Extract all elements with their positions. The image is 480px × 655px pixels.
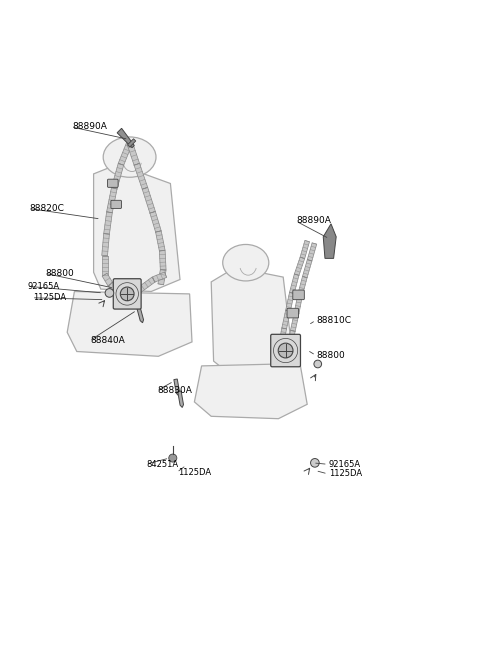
Polygon shape (302, 259, 312, 278)
Polygon shape (286, 292, 294, 311)
Ellipse shape (103, 137, 156, 178)
Polygon shape (128, 139, 136, 147)
Text: 92165A: 92165A (28, 282, 60, 291)
Polygon shape (127, 141, 140, 165)
Polygon shape (153, 272, 167, 282)
Polygon shape (94, 164, 180, 291)
Polygon shape (278, 328, 287, 347)
Text: 88810C: 88810C (317, 316, 352, 325)
Polygon shape (307, 243, 317, 261)
Polygon shape (287, 330, 295, 350)
Polygon shape (282, 310, 290, 329)
Polygon shape (102, 255, 108, 274)
Circle shape (278, 343, 293, 358)
FancyBboxPatch shape (271, 334, 300, 367)
Polygon shape (111, 164, 124, 189)
Polygon shape (137, 307, 144, 323)
Polygon shape (150, 212, 161, 233)
Polygon shape (289, 274, 299, 293)
Text: 88840A: 88840A (90, 337, 125, 345)
Polygon shape (118, 289, 128, 297)
FancyBboxPatch shape (293, 290, 304, 299)
Polygon shape (174, 379, 180, 396)
Polygon shape (102, 273, 113, 286)
Text: 88820C: 88820C (30, 204, 65, 213)
Polygon shape (67, 291, 192, 356)
Polygon shape (194, 364, 307, 419)
Polygon shape (300, 240, 310, 259)
FancyBboxPatch shape (287, 309, 299, 318)
Text: 1125DA: 1125DA (329, 470, 362, 478)
Polygon shape (142, 187, 156, 213)
Polygon shape (323, 224, 336, 258)
Polygon shape (298, 276, 307, 296)
Text: 84251A: 84251A (146, 460, 179, 469)
Text: 88890A: 88890A (297, 216, 332, 225)
Polygon shape (104, 212, 112, 234)
FancyBboxPatch shape (111, 200, 121, 208)
Ellipse shape (223, 244, 269, 281)
Polygon shape (102, 234, 109, 255)
Circle shape (311, 458, 319, 467)
Polygon shape (290, 312, 299, 331)
Polygon shape (117, 128, 134, 148)
Text: 88800: 88800 (46, 269, 74, 278)
Polygon shape (134, 163, 148, 189)
Polygon shape (159, 251, 166, 270)
Polygon shape (294, 295, 302, 314)
Circle shape (120, 287, 134, 301)
Polygon shape (158, 269, 166, 285)
Circle shape (169, 454, 177, 462)
Polygon shape (178, 391, 183, 407)
Polygon shape (107, 188, 117, 213)
Text: 1125DA: 1125DA (178, 468, 211, 477)
Polygon shape (126, 288, 140, 297)
Text: 88830A: 88830A (157, 386, 192, 396)
Polygon shape (118, 141, 132, 165)
Text: 92165A: 92165A (329, 460, 361, 469)
Polygon shape (156, 231, 165, 252)
Text: 1125DA: 1125DA (33, 293, 66, 302)
Polygon shape (294, 257, 305, 276)
Text: 88890A: 88890A (72, 122, 107, 132)
FancyBboxPatch shape (108, 179, 118, 187)
Circle shape (105, 289, 114, 297)
Polygon shape (108, 282, 121, 293)
Text: 88800: 88800 (317, 351, 346, 360)
Circle shape (314, 360, 322, 368)
Polygon shape (137, 277, 156, 292)
Polygon shape (211, 267, 293, 368)
FancyBboxPatch shape (113, 279, 141, 309)
